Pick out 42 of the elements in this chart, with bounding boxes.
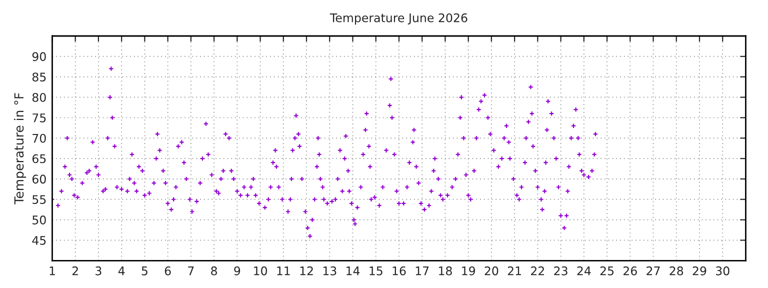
x-tick-label: 11 [277,266,290,276]
y-tick-label: 90 [32,52,46,62]
x-tick-label: 18 [438,266,452,276]
y-tick-label: 75 [32,114,46,122]
x-tick-label: 19 [462,266,476,276]
x-tick-label: 15 [370,266,382,276]
x-tick-label: 29 [692,266,706,276]
x-tick-label: 7 [188,266,194,276]
x-tick-label: 20 [484,266,498,276]
y-tick-label: 65 [32,154,46,164]
x-tick-label: 16 [392,266,406,276]
x-tick-label: 1 [50,266,55,276]
x-tick-label: 25 [600,266,614,276]
x-tick-label: 3 [96,266,102,276]
x-tick-label: 5 [142,266,148,276]
x-tick-label: 2 [72,266,78,276]
x-tick-label: 26 [624,266,637,276]
x-tick-label: 4 [118,266,125,276]
y-tick-label: 70 [32,134,46,143]
x-tick-label: 9 [234,266,240,276]
x-tick-label: 14 [346,266,360,276]
y-tick-label: 45 [32,236,46,245]
x-tick-label: 8 [211,266,217,276]
y-axis-title: Temperature in °F [14,93,26,204]
x-tick-label: 23 [554,266,568,276]
y-tick-label: 50 [32,216,46,224]
x-tick-label: 30 [716,266,730,276]
x-tick-label: 24 [577,266,591,276]
x-tick-label: 12 [300,266,313,276]
chart-title: Temperature June 2026 [330,13,468,25]
y-tick-label: 60 [32,174,46,184]
x-tick-label: 21 [508,266,521,276]
x-tick-label: 6 [164,266,171,276]
x-tick-label: 17 [416,266,429,276]
x-tick-label: 10 [254,266,267,276]
x-tick-label: 13 [323,266,336,276]
y-tick-label: 55 [32,195,46,204]
y-tick-label: 85 [32,72,46,82]
x-tick-label: 22 [531,266,544,276]
y-tick-label: 80 [32,92,46,102]
x-tick-label: 27 [646,266,660,276]
x-tick-label: 28 [670,266,684,276]
